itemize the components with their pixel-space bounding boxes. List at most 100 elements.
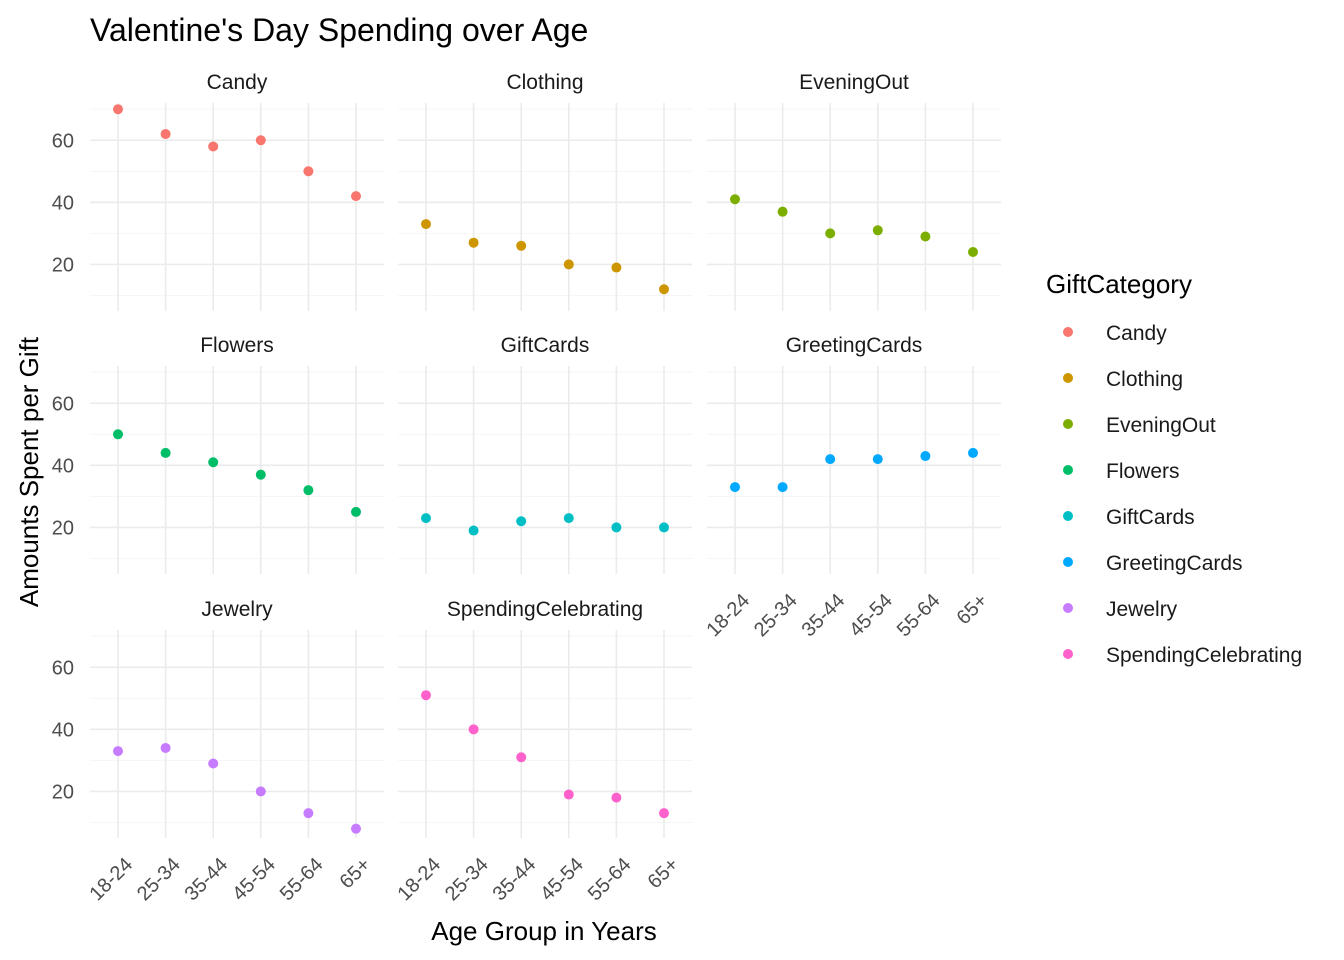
panel-clothing: Clothing bbox=[398, 71, 692, 311]
point-candy-45-54 bbox=[255, 135, 266, 146]
point-eveningout-55-64 bbox=[920, 231, 931, 242]
panel-spendingcelebrating: SpendingCelebrating 18-2425-3435-4445-545… bbox=[393, 598, 692, 905]
point-jewelry-45-54 bbox=[255, 786, 266, 797]
point-greetingcards-55-64 bbox=[920, 451, 931, 462]
legend-item-flowers: Flowers bbox=[1063, 460, 1180, 483]
x-tick-label: 55-64 bbox=[584, 854, 636, 906]
point-jewelry-25-34 bbox=[160, 742, 171, 753]
point-eveningout-35-44 bbox=[825, 228, 836, 239]
chart-title: Valentine's Day Spending over Age bbox=[90, 12, 588, 48]
y-tick-label: 60 bbox=[52, 657, 74, 679]
x-tick-label: 65+ bbox=[644, 854, 684, 894]
legend-swatch-spendingcelebrating bbox=[1063, 649, 1073, 659]
point-jewelry-65 bbox=[351, 823, 361, 834]
legend-item-greetingcards: GreetingCards bbox=[1063, 552, 1243, 575]
legend-item-giftcards: GiftCards bbox=[1063, 506, 1195, 529]
point-giftcards-65 bbox=[659, 522, 669, 533]
strip-label-giftcards: GiftCards bbox=[501, 334, 590, 357]
legend-swatch-candy bbox=[1063, 327, 1073, 337]
legend-item-spendingcelebrating: SpendingCelebrating bbox=[1063, 644, 1302, 667]
legend-swatch-flowers bbox=[1063, 465, 1073, 475]
y-tick-label: 40 bbox=[52, 192, 74, 214]
x-tick-label: 18-24 bbox=[702, 590, 754, 642]
x-tick-label: 35-44 bbox=[181, 854, 233, 906]
legend-title: GiftCategory bbox=[1046, 269, 1192, 299]
point-spendingcelebrating-18-24 bbox=[421, 690, 431, 701]
point-jewelry-35-44 bbox=[208, 758, 219, 769]
y-tick-label: 40 bbox=[52, 719, 74, 741]
strip-label-greetingcards: GreetingCards bbox=[786, 334, 923, 357]
point-jewelry-55-64 bbox=[303, 808, 314, 819]
strip-label-candy: Candy bbox=[207, 71, 268, 94]
point-eveningout-45-54 bbox=[872, 225, 883, 236]
point-giftcards-45-54 bbox=[563, 513, 574, 524]
point-clothing-35-44 bbox=[516, 240, 527, 251]
point-spendingcelebrating-45-54 bbox=[563, 789, 574, 800]
x-tick-label: 45-54 bbox=[228, 854, 280, 906]
x-tick-label: 65+ bbox=[336, 854, 376, 894]
y-tick-label: 20 bbox=[52, 781, 74, 803]
x-tick-label: 18-24 bbox=[393, 854, 445, 906]
x-axis-title: Age Group in Years bbox=[431, 916, 657, 946]
point-candy-65 bbox=[351, 191, 361, 202]
point-spendingcelebrating-55-64 bbox=[611, 792, 622, 803]
legend-item-jewelry: Jewelry bbox=[1063, 598, 1178, 621]
point-greetingcards-25-34 bbox=[777, 482, 788, 493]
panel-eveningout: EveningOut bbox=[707, 71, 1001, 311]
point-greetingcards-45-54 bbox=[872, 454, 883, 465]
strip-label-jewelry: Jewelry bbox=[201, 598, 273, 621]
point-giftcards-55-64 bbox=[611, 522, 622, 533]
panel-candy: Candy 20 40 60 bbox=[52, 71, 384, 311]
x-tick-label: 35-44 bbox=[489, 854, 541, 906]
legend-swatch-eveningout bbox=[1063, 419, 1073, 429]
legend-item-candy: Candy bbox=[1063, 322, 1167, 345]
point-candy-18-24 bbox=[113, 104, 123, 115]
point-flowers-35-44 bbox=[208, 457, 219, 468]
x-tick-label: 65+ bbox=[953, 590, 993, 630]
point-flowers-18-24 bbox=[113, 429, 123, 440]
legend: Candy Clothing EveningOut Flowers GiftCards G… bbox=[1063, 322, 1302, 667]
point-eveningout-18-24 bbox=[730, 194, 740, 205]
panel-giftcards: GiftCards bbox=[398, 334, 692, 574]
legend-swatch-greetingcards bbox=[1063, 557, 1073, 567]
strip-label-clothing: Clothing bbox=[506, 71, 583, 94]
point-candy-35-44 bbox=[208, 141, 219, 152]
x-tick-label: 25-34 bbox=[750, 590, 802, 642]
point-flowers-45-54 bbox=[255, 469, 266, 480]
point-clothing-45-54 bbox=[563, 259, 574, 270]
y-tick-label: 60 bbox=[52, 393, 74, 415]
point-spendingcelebrating-25-34 bbox=[468, 724, 479, 735]
x-tick-label: 45-54 bbox=[536, 854, 588, 906]
legend-swatch-clothing bbox=[1063, 373, 1073, 383]
y-tick-label: 20 bbox=[52, 517, 74, 539]
point-giftcards-25-34 bbox=[468, 525, 479, 536]
point-candy-25-34 bbox=[160, 129, 171, 140]
point-flowers-25-34 bbox=[160, 447, 171, 458]
point-greetingcards-65 bbox=[968, 447, 978, 458]
strip-label-eveningout: EveningOut bbox=[799, 71, 909, 94]
point-jewelry-18-24 bbox=[113, 746, 123, 757]
legend-label-clothing: Clothing bbox=[1106, 368, 1183, 391]
x-tick-label: 35-44 bbox=[798, 590, 850, 642]
point-spendingcelebrating-65 bbox=[659, 808, 669, 819]
x-tick-label: 18-24 bbox=[85, 854, 137, 906]
legend-swatch-giftcards bbox=[1063, 511, 1073, 521]
point-flowers-55-64 bbox=[303, 485, 314, 496]
legend-label-flowers: Flowers bbox=[1106, 460, 1180, 483]
point-candy-55-64 bbox=[303, 166, 314, 177]
legend-swatch-jewelry bbox=[1063, 603, 1073, 613]
legend-label-spendingcelebrating: SpendingCelebrating bbox=[1106, 644, 1302, 667]
legend-label-eveningout: EveningOut bbox=[1106, 414, 1216, 437]
point-flowers-65 bbox=[351, 506, 361, 517]
legend-label-giftcards: GiftCards bbox=[1106, 506, 1195, 529]
point-greetingcards-35-44 bbox=[825, 454, 836, 465]
point-eveningout-65 bbox=[968, 247, 978, 258]
y-axis-title: Amounts Spent per Gift bbox=[14, 336, 44, 607]
y-tick-label: 40 bbox=[52, 455, 74, 477]
x-tick-label: 55-64 bbox=[276, 854, 328, 906]
point-clothing-65 bbox=[659, 284, 669, 295]
point-giftcards-35-44 bbox=[516, 516, 527, 527]
point-clothing-55-64 bbox=[611, 262, 622, 273]
